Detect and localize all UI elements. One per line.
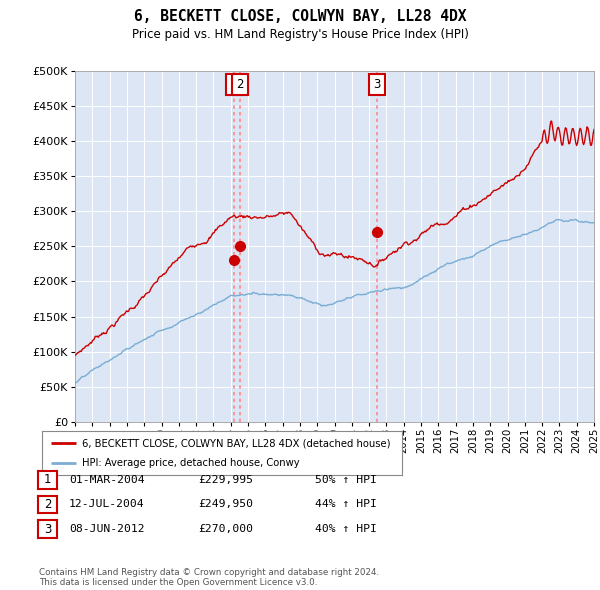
- Text: 44% ↑ HPI: 44% ↑ HPI: [315, 500, 377, 509]
- Text: Contains HM Land Registry data © Crown copyright and database right 2024.
This d: Contains HM Land Registry data © Crown c…: [39, 568, 379, 587]
- Text: 6, BECKETT CLOSE, COLWYN BAY, LL28 4DX (detached house): 6, BECKETT CLOSE, COLWYN BAY, LL28 4DX (…: [82, 438, 390, 448]
- Text: £229,995: £229,995: [198, 475, 253, 484]
- Text: £249,950: £249,950: [198, 500, 253, 509]
- Text: 1: 1: [230, 78, 238, 91]
- Text: 12-JUL-2004: 12-JUL-2004: [69, 500, 145, 509]
- Text: 3: 3: [44, 523, 51, 536]
- Text: 01-MAR-2004: 01-MAR-2004: [69, 475, 145, 484]
- Text: HPI: Average price, detached house, Conwy: HPI: Average price, detached house, Conw…: [82, 458, 299, 468]
- Text: 50% ↑ HPI: 50% ↑ HPI: [315, 475, 377, 484]
- Text: 40% ↑ HPI: 40% ↑ HPI: [315, 525, 377, 534]
- Text: 1: 1: [44, 473, 51, 486]
- Text: 08-JUN-2012: 08-JUN-2012: [69, 525, 145, 534]
- Text: 2: 2: [44, 498, 51, 511]
- Text: 6, BECKETT CLOSE, COLWYN BAY, LL28 4DX: 6, BECKETT CLOSE, COLWYN BAY, LL28 4DX: [134, 9, 466, 24]
- Text: £270,000: £270,000: [198, 525, 253, 534]
- Text: 3: 3: [373, 78, 380, 91]
- Text: 2: 2: [236, 78, 244, 91]
- Text: Price paid vs. HM Land Registry's House Price Index (HPI): Price paid vs. HM Land Registry's House …: [131, 28, 469, 41]
